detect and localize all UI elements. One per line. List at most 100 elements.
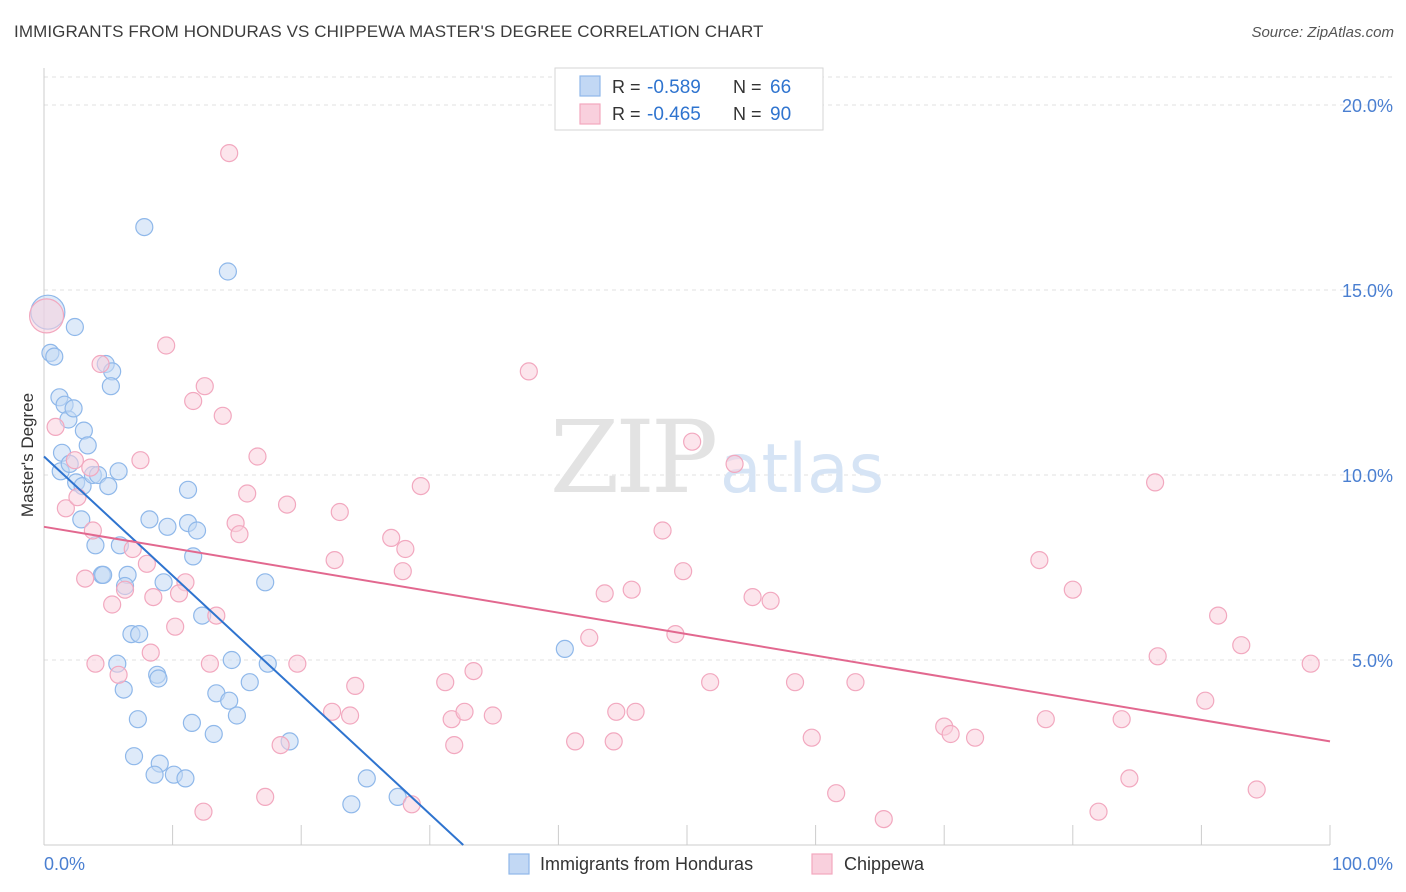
honduras-point	[240, 673, 259, 692]
chippewa-point	[483, 706, 502, 725]
x-tick-label-max: 100.0%	[1332, 854, 1393, 874]
chippewa-point	[213, 406, 232, 425]
honduras-point	[178, 480, 198, 499]
chippewa-point	[396, 539, 415, 559]
honduras-point	[101, 377, 120, 396]
honduras-point	[187, 521, 207, 540]
chippewa-point	[131, 451, 150, 470]
honduras-point	[204, 724, 223, 744]
honduras-point	[78, 436, 97, 455]
stats-r-value-chippewa: -0.465	[647, 104, 701, 125]
x-tick-label-min: 0.0%	[44, 854, 85, 874]
honduras-point	[149, 669, 168, 688]
chippewa-point	[725, 454, 744, 473]
legend-swatch-chippewa[interactable]	[811, 853, 833, 875]
chippewa-point	[965, 728, 985, 747]
stats-n-label-honduras: N =	[733, 77, 762, 97]
chippewa-point	[455, 702, 474, 721]
series-0-points	[30, 218, 574, 814]
honduras-point	[72, 510, 91, 529]
chippewa-point	[277, 495, 297, 514]
chippewa-point	[68, 488, 87, 507]
chippewa-point	[256, 787, 275, 807]
stats-r-value-honduras: -0.589	[647, 77, 701, 98]
watermark-zip: ZIP	[550, 399, 715, 516]
honduras-point	[135, 218, 154, 237]
honduras-point	[357, 769, 376, 788]
stats-r-label-chippewa: R =	[612, 104, 641, 124]
chippewa-point	[1030, 550, 1049, 570]
chippewa-point	[683, 432, 702, 451]
series-points	[28, 144, 1320, 829]
trend-lines	[43, 455, 1331, 846]
chippewa-point	[330, 502, 349, 522]
chippewa-point	[46, 417, 65, 436]
chippewa-point	[1112, 710, 1131, 729]
chippewa-point	[607, 702, 626, 721]
chippewa-point	[445, 735, 464, 755]
honduras-point	[555, 639, 574, 659]
chippewa-point	[340, 706, 360, 725]
watermark: ZIP atlas	[550, 399, 884, 516]
stats-n-value-honduras: 66	[770, 77, 791, 98]
chippewa-point	[141, 643, 160, 662]
chippewa-point	[874, 809, 893, 829]
chippewa-point	[1209, 606, 1228, 625]
stats-r-label-honduras: R =	[612, 77, 641, 97]
chippewa-point	[115, 580, 135, 599]
chippewa-point	[1036, 710, 1055, 729]
chart-source: Source: ZipAtlas.com	[1251, 24, 1394, 41]
x-ticks	[43, 825, 1331, 845]
series-1-points	[28, 144, 1320, 829]
chippewa-point	[1063, 580, 1082, 599]
honduras-point	[227, 706, 246, 725]
stats-legend: R = -0.589 N = 66 R = -0.465 N = 90	[554, 67, 824, 131]
honduras-trend-line	[43, 455, 464, 846]
chippewa-point	[1089, 802, 1108, 821]
watermark-atlas: atlas	[720, 430, 884, 509]
honduras-point	[145, 765, 164, 784]
chippewa-point	[248, 447, 267, 466]
chippewa-point	[1146, 473, 1165, 492]
chippewa-point	[81, 458, 100, 477]
chippewa-point	[846, 673, 865, 692]
stats-legend-swatch-honduras	[579, 75, 601, 97]
legend-label-honduras[interactable]: Immigrants from Honduras	[540, 854, 753, 874]
chippewa-point	[109, 665, 128, 684]
chippewa-point	[464, 661, 483, 681]
chippewa-point	[230, 525, 249, 544]
chippewa-point	[566, 732, 585, 751]
honduras-point	[99, 477, 118, 496]
honduras-point	[130, 624, 149, 644]
chippewa-point	[86, 654, 105, 673]
chippewa-point	[743, 587, 762, 607]
chippewa-point	[123, 539, 142, 559]
chippewa-point	[1196, 691, 1215, 710]
y-tick-label: 20.0%	[1342, 96, 1393, 116]
honduras-point	[124, 747, 144, 766]
chippewa-point	[91, 354, 110, 374]
bottom-legend: Immigrants from Honduras Chippewa	[508, 853, 925, 875]
chippewa-point	[200, 654, 219, 673]
chippewa-point	[1247, 780, 1266, 799]
chippewa-point	[827, 784, 846, 803]
chippewa-point	[785, 673, 805, 692]
honduras-point	[218, 262, 237, 281]
chippewa-point	[1232, 636, 1251, 655]
honduras-point	[158, 517, 177, 536]
chippewa-point	[941, 724, 960, 744]
honduras-point	[256, 573, 275, 592]
chart-title: IMMIGRANTS FROM HONDURAS VS CHIPPEWA MAS…	[14, 22, 764, 41]
legend-label-chippewa[interactable]: Chippewa	[844, 854, 925, 874]
honduras-point	[342, 795, 361, 814]
honduras-point	[222, 650, 241, 670]
legend-swatch-honduras[interactable]	[508, 853, 530, 875]
stats-legend-swatch-chippewa	[579, 103, 601, 125]
chippewa-trend-line	[43, 525, 1331, 743]
honduras-point	[94, 565, 113, 585]
chippewa-point	[195, 377, 214, 396]
chippewa-point	[144, 587, 163, 607]
y-tick-label: 5.0%	[1352, 651, 1393, 671]
chippewa-point	[393, 562, 412, 581]
